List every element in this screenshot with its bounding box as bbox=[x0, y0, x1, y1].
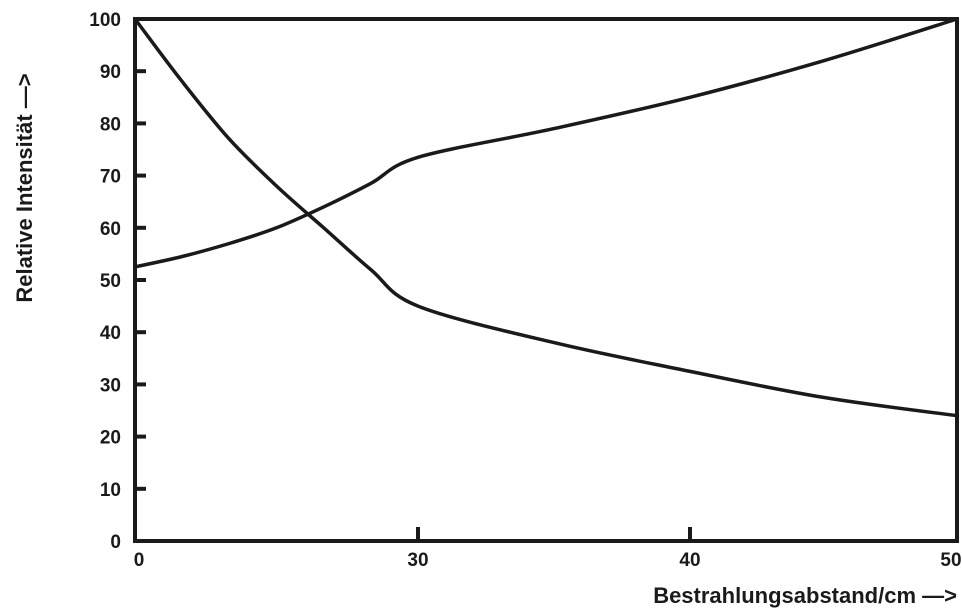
y-tick-label: 90 bbox=[100, 62, 121, 83]
x-tick-label: 40 bbox=[679, 550, 700, 571]
plot-frame bbox=[133, 17, 959, 543]
y-tick-label: 0 bbox=[110, 532, 121, 553]
x-tick-label: 0 bbox=[134, 550, 145, 571]
x-axis-ticks: 0 30 40 50 bbox=[134, 527, 962, 571]
series-line-1 bbox=[133, 17, 959, 418]
y-tick-label: 40 bbox=[100, 323, 121, 344]
y-tick-label: 50 bbox=[100, 271, 121, 292]
series-group bbox=[133, 17, 959, 418]
series-line-2 bbox=[133, 17, 959, 269]
y-tick-label: 30 bbox=[100, 375, 121, 396]
y-tick-label: 10 bbox=[100, 480, 121, 501]
y-axis-label: Relative Intensität —> bbox=[12, 73, 37, 302]
y-tick-label: 80 bbox=[100, 114, 121, 135]
y-tick-label: 60 bbox=[100, 219, 121, 240]
y-tick-label: 100 bbox=[89, 10, 121, 31]
x-tick-label: 30 bbox=[407, 550, 428, 571]
x-axis-label: Bestrahlungsabstand/cm —> bbox=[653, 583, 957, 608]
y-tick-label: 70 bbox=[100, 167, 121, 188]
x-tick-label: 50 bbox=[940, 550, 961, 571]
y-tick-label: 20 bbox=[100, 428, 121, 449]
y-axis-ticks: 0 10 20 30 40 50 60 70 80 90 100 bbox=[89, 10, 146, 553]
